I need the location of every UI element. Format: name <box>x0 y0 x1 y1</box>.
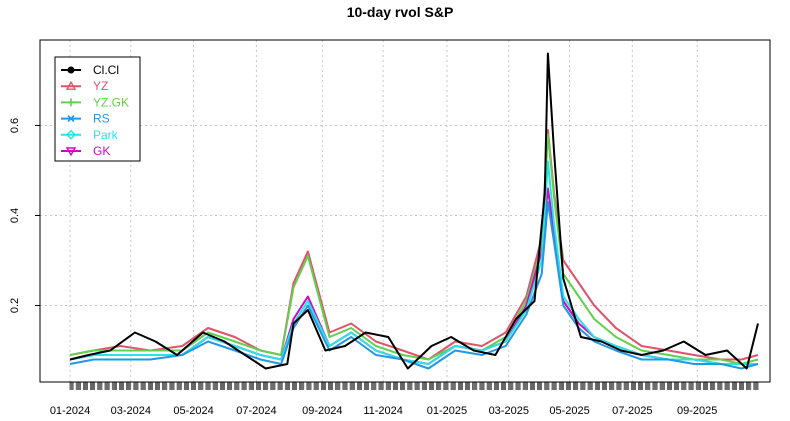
legend-box <box>54 56 141 162</box>
legend-marker-triangle <box>65 80 77 90</box>
legend-label: RS <box>93 112 110 126</box>
legend-marker-circle <box>67 66 75 74</box>
chart-title: 10-day rvol S&P <box>347 4 454 20</box>
x-tick-label: 01-2024 <box>50 405 90 417</box>
legend-marker-diamond <box>66 129 76 140</box>
legend-label: Cl.Cl <box>93 63 119 77</box>
x-tick-label: 03-2024 <box>111 405 151 417</box>
x-tick-label: 05-2025 <box>549 405 589 417</box>
legend-marker-x <box>67 115 75 123</box>
x-tick-label: 03-2025 <box>489 405 529 417</box>
legend-label: YZ.GK <box>93 95 129 109</box>
x-tick-label: 07-2024 <box>236 405 276 417</box>
legend-marker-plus <box>67 98 75 107</box>
legend-label: Park <box>93 128 119 142</box>
x-tick-label: 01-2025 <box>427 405 467 417</box>
x-tick-label: 11-2024 <box>363 405 403 417</box>
x-tick-label: 05-2024 <box>173 405 213 417</box>
x-tick-label: 09-2024 <box>302 405 342 417</box>
series-line-rs <box>69 201 759 370</box>
series-line-cl-cl <box>69 52 759 370</box>
legend-marker-triangle-down <box>65 147 77 157</box>
series-lines <box>69 52 759 370</box>
x-tick-label: 09-2025 <box>677 405 717 417</box>
axes: 0.2 0.4 0.6 01-2024 03-2024 05-2024 07-2024 09-… <box>9 39 771 417</box>
series-line-park <box>69 160 758 365</box>
legend-label: GK <box>93 144 110 158</box>
y-tick-label: 0.2 <box>9 298 21 313</box>
y-tick-label: 0.6 <box>9 118 21 133</box>
x-tick-label: 07-2025 <box>612 405 652 417</box>
legend: Cl.Cl YZ YZ.GK RS Park GK <box>54 56 141 162</box>
series-line-yz <box>69 129 759 361</box>
legend-label: YZ <box>93 79 108 93</box>
y-tick-label: 0.4 <box>9 208 21 223</box>
